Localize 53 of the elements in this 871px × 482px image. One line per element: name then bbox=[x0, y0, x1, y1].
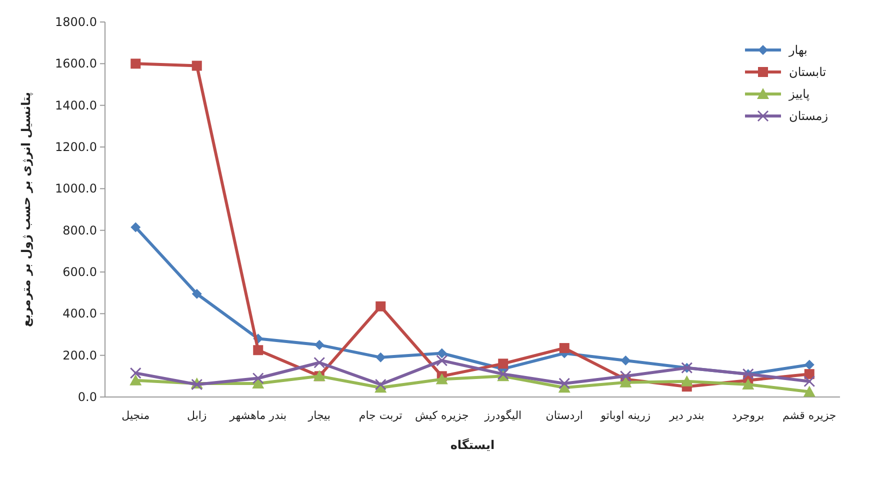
y-tick-label: 200.0 bbox=[62, 348, 97, 362]
y-tick-label: 1200.0 bbox=[55, 140, 97, 154]
x-tick-label: اردستان bbox=[546, 409, 583, 422]
point bbox=[803, 386, 816, 397]
point bbox=[252, 372, 264, 384]
point bbox=[436, 348, 447, 358]
point bbox=[130, 222, 141, 232]
point bbox=[376, 352, 386, 362]
point bbox=[314, 356, 326, 368]
legend-label: زمستان bbox=[789, 109, 828, 123]
y-axis-title: پتانسیل انرژی بر حسب ژول بر مترمربع bbox=[19, 92, 33, 327]
x-tick-label: بیجار bbox=[307, 409, 330, 422]
y-tick-label: 1400.0 bbox=[55, 98, 97, 112]
point bbox=[376, 301, 386, 312]
point bbox=[130, 367, 142, 379]
point bbox=[559, 343, 570, 354]
legend-label: بهار bbox=[788, 43, 808, 57]
point bbox=[192, 288, 202, 299]
x-tick-label: جزیره کیش bbox=[414, 409, 469, 422]
y-tick-label: 800.0 bbox=[62, 223, 97, 238]
point bbox=[314, 340, 324, 350]
point bbox=[804, 360, 814, 370]
point bbox=[620, 356, 631, 366]
point bbox=[374, 378, 386, 390]
x-tick-label: تربت جام bbox=[358, 409, 402, 422]
y-tick-label: 600.0 bbox=[62, 265, 97, 279]
y-tick-label: 1800.0 bbox=[55, 15, 97, 29]
point bbox=[804, 376, 816, 388]
point bbox=[253, 345, 264, 356]
point bbox=[436, 373, 448, 384]
point bbox=[436, 354, 448, 366]
point bbox=[130, 58, 141, 69]
x-tick-label: زرینه اوباتو bbox=[600, 409, 651, 422]
x-tick-label: الیگودرز bbox=[484, 409, 522, 422]
point bbox=[192, 60, 202, 71]
x-tick-label: جزیره قشم bbox=[782, 409, 836, 422]
x-tick-label: بندر دیر bbox=[668, 409, 704, 422]
y-tick-label: 0.0 bbox=[78, 390, 97, 404]
point bbox=[558, 378, 570, 390]
x-tick-label: بندر ماهشهر bbox=[228, 409, 287, 422]
point bbox=[680, 375, 693, 386]
x-tick-label: زابل bbox=[186, 409, 207, 422]
legend-label: پاییز bbox=[788, 87, 810, 101]
y-tick-label: 1000.0 bbox=[55, 182, 97, 196]
y-tick-label: 400.0 bbox=[62, 306, 97, 321]
point bbox=[130, 374, 142, 386]
point bbox=[742, 378, 754, 390]
x-tick-label: بروجرد bbox=[732, 409, 764, 422]
x-axis-title: ایستگاه bbox=[450, 438, 495, 452]
x-tick-label: منجیل bbox=[122, 409, 150, 422]
point bbox=[498, 358, 508, 369]
legend-label: تابستان bbox=[789, 65, 826, 79]
y-tick-label: 1600.0 bbox=[55, 56, 97, 71]
